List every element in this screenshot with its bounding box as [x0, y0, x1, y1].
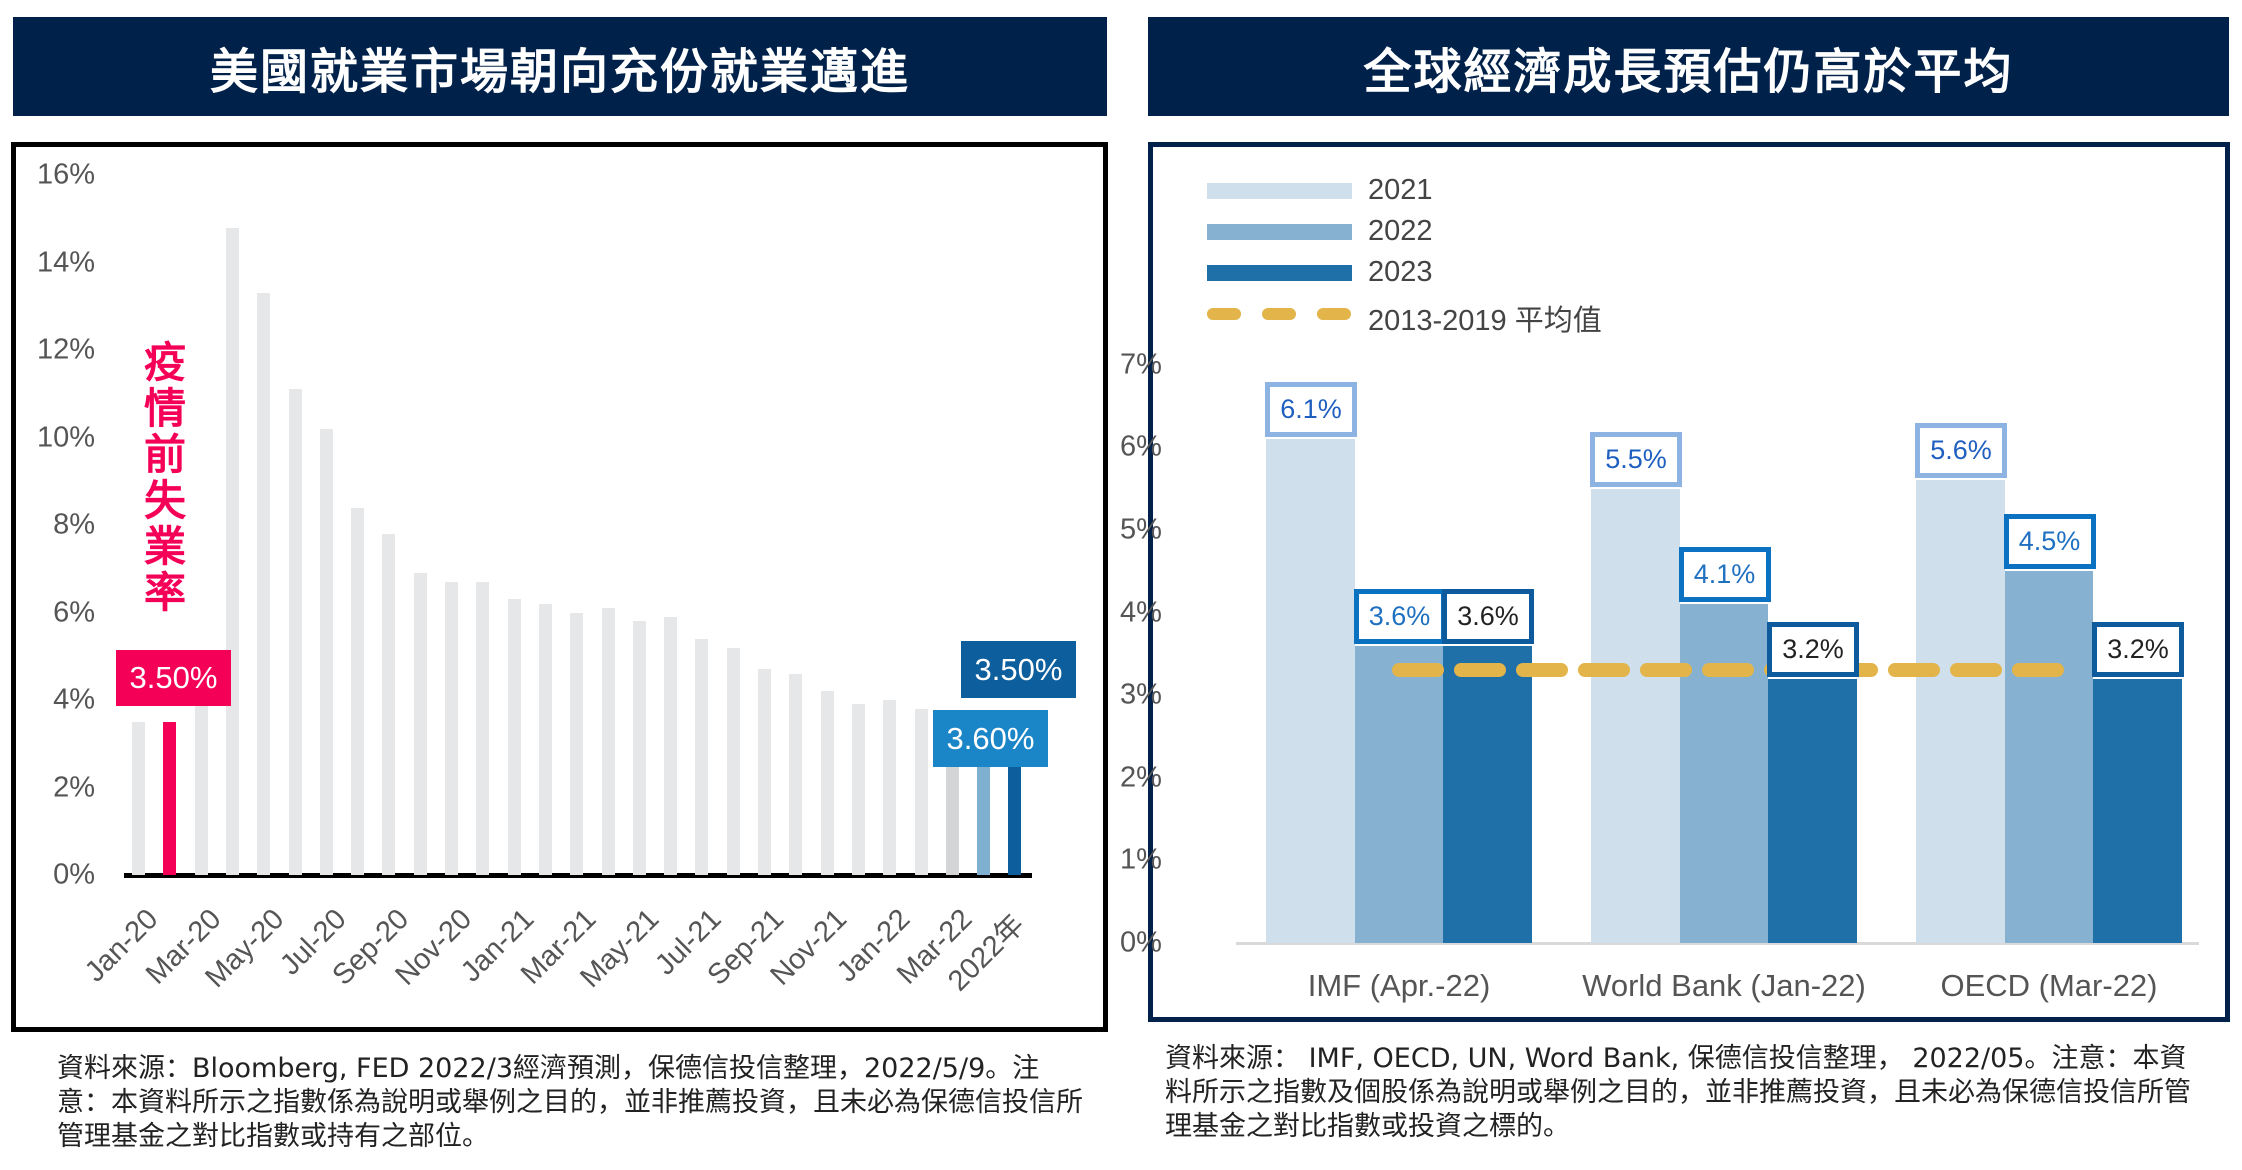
bar	[820, 691, 834, 875]
current-value-label: 3.60%	[933, 710, 1048, 767]
category-label: IMF (Apr.-22)	[1307, 968, 1491, 1003]
pre-covid-value-label: 3.50%	[116, 650, 231, 706]
y-tick-label: 4%	[1120, 596, 1162, 629]
bar-2021	[1591, 488, 1680, 943]
bar	[351, 507, 365, 875]
y-tick-label: 8%	[53, 508, 95, 541]
y-tick-label: 6%	[53, 596, 95, 628]
bar	[726, 647, 740, 875]
value-label-2023: 3.2%	[1767, 621, 1859, 677]
fed-2022-value-label: 3.50%	[961, 641, 1076, 698]
right-chart-title: 全球經濟成長預估仍高於平均	[1148, 17, 2229, 116]
bar	[851, 704, 865, 875]
bar	[695, 638, 709, 875]
bar-2022	[2004, 571, 2093, 943]
legend-dash	[1207, 308, 1241, 320]
average-line-dash	[1578, 663, 1630, 678]
category-label: OECD (Mar-22)	[1940, 968, 2158, 1003]
bar	[288, 389, 302, 875]
y-tick-label: 16%	[36, 158, 95, 191]
unemployment-chart: 0% 2% 4% 6% 8% 10% 12% 14% 16% Jan-20 Mar-20 May-20…	[0, 0, 1110, 1040]
bar-2023	[1443, 645, 1532, 943]
right-footer-source: 資料來源： IMF, OECD, UN, Word Bank, 保德信投信整理，…	[1165, 1043, 2191, 1142]
bar-2023	[2093, 678, 2182, 943]
bar	[382, 533, 396, 875]
legend-label-2022: 2022	[1368, 215, 1433, 247]
bar	[789, 673, 803, 875]
bar	[132, 721, 145, 875]
category-label: World Bank (Jan-22)	[1582, 968, 1866, 1003]
bar-2022	[1679, 604, 1768, 943]
bar	[758, 669, 771, 875]
bar	[664, 616, 678, 875]
growth-forecast-chart: 0% 1% 2% 3% 4% 5% 6% 7% 2021 2022 2023 2013-2019 平均…	[1120, 174, 2199, 1003]
x-axis-line	[1236, 942, 2199, 945]
value-label-2021: 5.6%	[1915, 423, 2007, 479]
bar	[507, 599, 521, 875]
legend-label-2021: 2021	[1368, 174, 1433, 206]
pre-covid-annotation: 疫情前失業率	[144, 338, 187, 617]
y-tick-label: 4%	[53, 683, 95, 716]
value-label-2023: 3.6%	[1442, 588, 1534, 644]
bar-2023	[1768, 678, 1857, 943]
average-line-dash	[1392, 663, 1444, 678]
bar	[570, 612, 584, 875]
bar	[413, 573, 427, 875]
y-tick-label: 6%	[1120, 430, 1162, 463]
value-label-2023: 3.2%	[2092, 621, 2184, 677]
bar	[163, 721, 177, 875]
bar	[914, 708, 928, 875]
left-footer-source: 資料來源：Bloomberg, FED 2022/3經濟預測，保德信投信整理，2…	[57, 1053, 1083, 1152]
value-label-2022: 3.6%	[1353, 588, 1446, 644]
average-line-dash	[2012, 663, 2064, 678]
x-axis-line	[124, 873, 1032, 878]
bar	[194, 682, 208, 875]
y-tick-label: 10%	[36, 421, 95, 453]
average-line-dash	[1950, 663, 2002, 678]
bar-2021	[1266, 439, 1355, 943]
legend-dash	[1262, 308, 1296, 320]
average-line-dash	[1516, 663, 1568, 678]
bar	[601, 608, 615, 875]
bar-2022	[1354, 645, 1443, 943]
y-tick-label: 2%	[53, 771, 95, 803]
y-tick-label: 5%	[1120, 513, 1162, 546]
y-tick-label: 2%	[1120, 761, 1162, 794]
legend-dash	[1317, 308, 1351, 320]
value-label-2022: 4.1%	[1678, 547, 1771, 603]
value-label-2021: 5.5%	[1590, 431, 1682, 487]
y-tick-label: 1%	[1120, 843, 1162, 876]
average-line-dash	[1888, 663, 1940, 678]
left-chart-frame	[11, 142, 1108, 1032]
bar	[476, 581, 490, 875]
legend-swatch-2023	[1207, 265, 1352, 281]
y-tick-label: 0%	[53, 858, 95, 891]
y-tick-label: 3%	[1120, 678, 1162, 711]
value-label-2021: 6.1%	[1265, 382, 1357, 438]
y-tick-label: 0%	[1120, 926, 1162, 959]
average-line-dash	[1454, 663, 1506, 678]
right-chart-frame	[1148, 142, 2230, 1022]
y-tick-label: 12%	[36, 333, 95, 366]
legend-label-2023: 2023	[1368, 256, 1433, 288]
average-line-dash	[1640, 663, 1692, 678]
legend-swatch-2021	[1207, 183, 1352, 199]
bar-2021	[1916, 480, 2005, 943]
bar	[632, 621, 646, 875]
legend-swatch-2022	[1207, 224, 1352, 240]
value-label-2022: 4.5%	[2003, 514, 2096, 570]
y-tick-label: 7%	[1120, 348, 1162, 381]
bar	[319, 428, 333, 875]
bar	[538, 603, 552, 875]
y-tick-label: 14%	[36, 246, 95, 278]
left-chart-title: 美國就業市場朝向充份就業邁進	[13, 17, 1107, 116]
bar	[445, 581, 458, 875]
bar	[883, 700, 897, 875]
bar	[257, 293, 271, 875]
average-line-dash	[1702, 663, 1754, 678]
bar	[225, 227, 239, 875]
legend-label-average: 2013-2019 平均值	[1368, 305, 1602, 337]
